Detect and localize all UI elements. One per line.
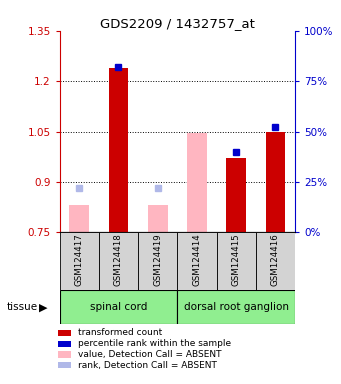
Bar (99, 232, 138, 290)
Bar (148, 205, 167, 232)
Bar (109, 68, 128, 232)
Text: transformed count: transformed count (78, 328, 163, 338)
Text: GSM124419: GSM124419 (153, 233, 162, 286)
Bar (60, 290, 177, 324)
Text: ▶: ▶ (39, 302, 48, 312)
Text: tissue: tissue (7, 302, 38, 312)
Bar (256, 232, 295, 290)
Bar (217, 232, 256, 290)
Text: GSM124417: GSM124417 (75, 233, 84, 286)
Text: GSM124418: GSM124418 (114, 233, 123, 286)
Bar (177, 232, 217, 290)
Text: GSM124416: GSM124416 (271, 233, 280, 286)
Text: rank, Detection Call = ABSENT: rank, Detection Call = ABSENT (78, 361, 217, 370)
Text: percentile rank within the sample: percentile rank within the sample (78, 339, 232, 348)
Bar (187, 133, 207, 232)
Text: dorsal root ganglion: dorsal root ganglion (184, 302, 288, 312)
Bar (266, 131, 285, 232)
Bar (138, 232, 177, 290)
Title: GDS2209 / 1432757_at: GDS2209 / 1432757_at (100, 17, 255, 30)
Text: GSM124415: GSM124415 (232, 233, 241, 286)
Bar (177, 290, 295, 324)
Bar (70, 205, 89, 232)
Text: GSM124414: GSM124414 (192, 233, 202, 286)
Text: value, Detection Call = ABSENT: value, Detection Call = ABSENT (78, 350, 222, 359)
Text: spinal cord: spinal cord (90, 302, 147, 312)
Bar (226, 159, 246, 232)
Bar (60, 232, 99, 290)
